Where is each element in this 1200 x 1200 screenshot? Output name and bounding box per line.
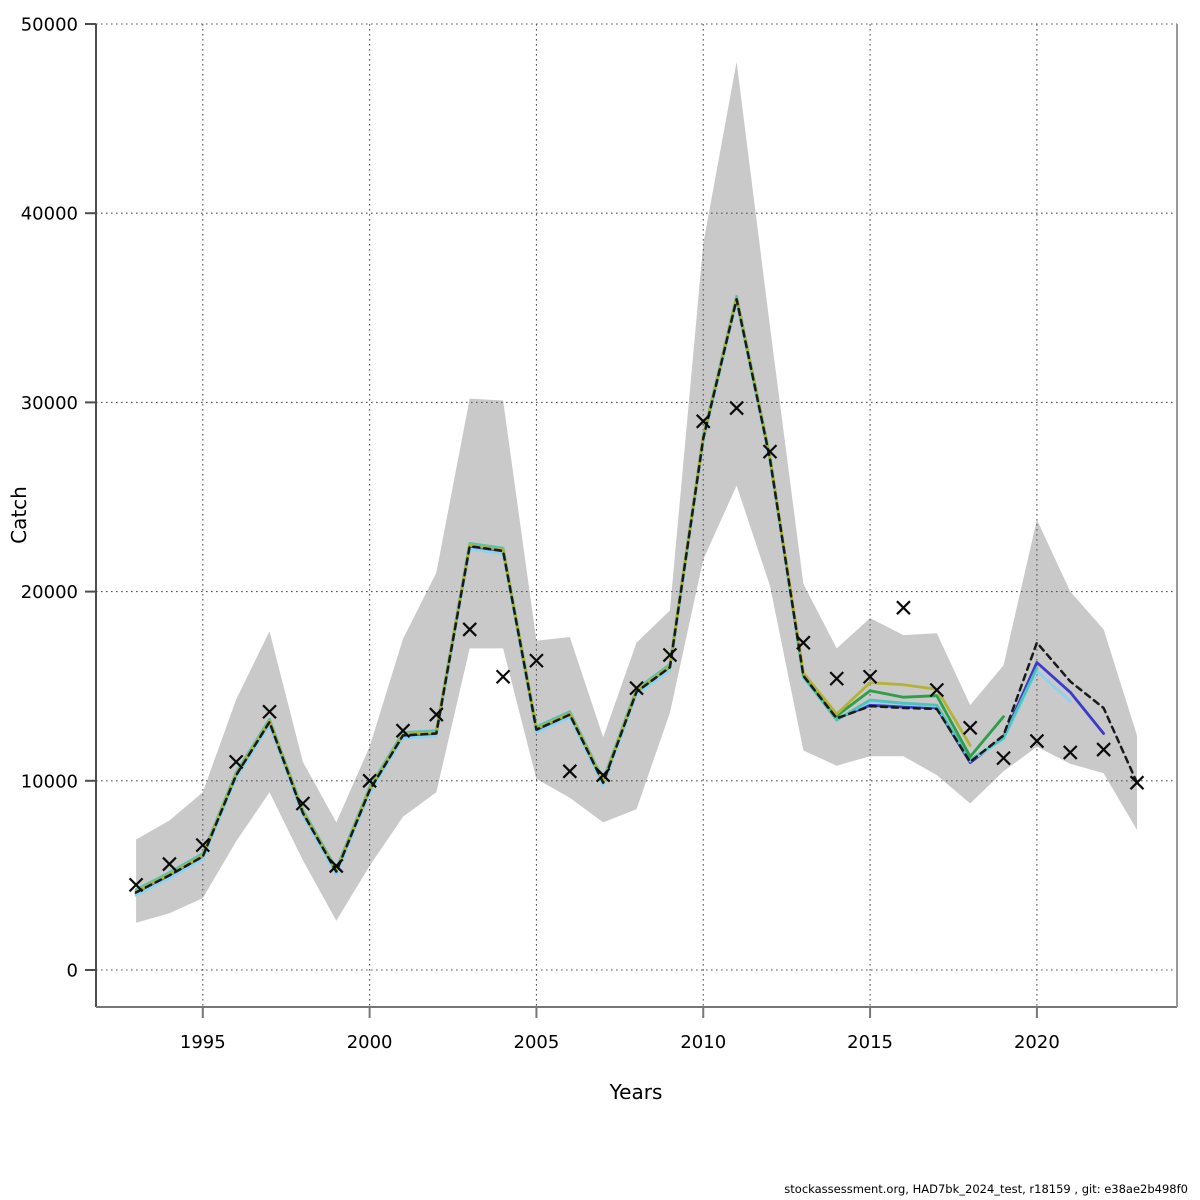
x-tick-label: 2005 — [514, 1032, 560, 1053]
y-tick-label: 0 — [67, 961, 78, 982]
observed-x-marker — [529, 653, 544, 668]
confidence-band — [136, 61, 1138, 923]
observed-x-marker — [128, 877, 144, 893]
observed-x-marker — [862, 669, 878, 685]
observed-x-marker — [762, 444, 778, 459]
series-line-retro-run-2019 — [134, 297, 1005, 894]
observed-x-marker — [929, 682, 945, 698]
observed-x-marker — [1029, 733, 1045, 749]
y-tick-label: 10000 — [21, 771, 78, 792]
observed-x-marker — [1096, 742, 1111, 757]
y-tick-label: 40000 — [21, 204, 78, 225]
observed-x-marker — [595, 767, 611, 783]
observed-x-marker — [996, 750, 1011, 766]
observed-x-marker — [262, 704, 277, 720]
observed-x-marker — [629, 680, 644, 696]
observed-x-marker — [695, 414, 711, 429]
observed-x-marker — [228, 754, 244, 770]
source-footnote: stockassessment.org, HAD7bk_2024_test, r… — [784, 1182, 1188, 1196]
observed-x-marker — [195, 837, 211, 853]
observed-x-marker — [896, 600, 911, 615]
observed-x-marker — [962, 720, 978, 736]
observed-x-marker — [829, 671, 844, 686]
x-tick-label: 1995 — [180, 1032, 226, 1053]
observed-x-marker — [729, 400, 744, 416]
observed-x-marker — [429, 707, 444, 722]
y-tick-label: 20000 — [21, 582, 78, 603]
observed-x-marker — [662, 647, 678, 663]
y-tick-label: 30000 — [21, 393, 78, 414]
x-axis-title: Years — [609, 1080, 663, 1104]
x-tick-label: 2010 — [680, 1032, 726, 1053]
observed-x-marker — [395, 723, 411, 738]
observed-x-marker — [796, 635, 811, 650]
observed-x-marker — [295, 796, 311, 811]
y-tick-label: 50000 — [21, 15, 78, 36]
x-tick-label: 2000 — [347, 1032, 393, 1053]
y-axis-title: Catch — [7, 486, 31, 544]
x-tick-label: 2020 — [1014, 1032, 1060, 1053]
observed-x-marker — [1062, 745, 1078, 760]
observed-x-marker — [362, 773, 377, 789]
observed-x-marker — [1129, 775, 1145, 790]
observed-x-marker — [562, 764, 578, 779]
observed-x-marker — [162, 856, 177, 872]
observed-x-marker — [462, 622, 477, 637]
observed-x-marker — [328, 858, 344, 874]
observed-x-marker — [495, 669, 511, 685]
series-line-base-run — [134, 298, 1139, 894]
x-tick-label: 2015 — [847, 1032, 893, 1053]
